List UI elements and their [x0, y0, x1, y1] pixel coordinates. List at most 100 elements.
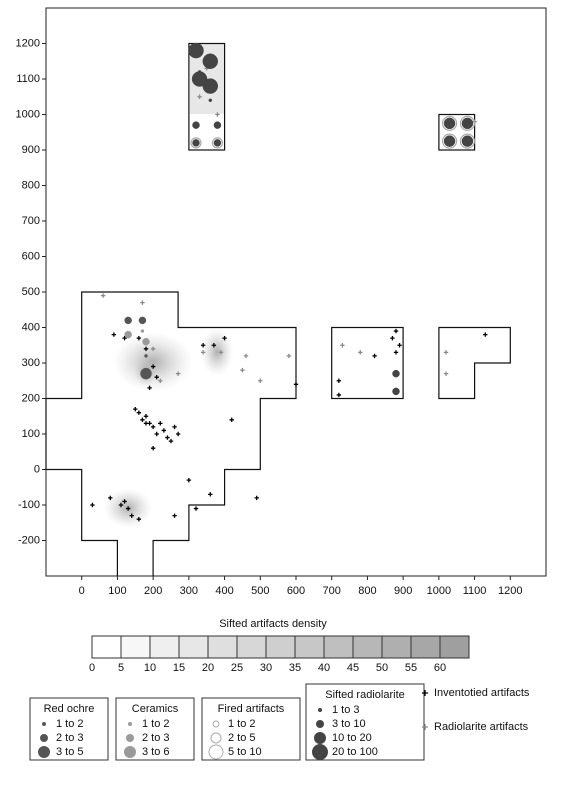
- artifact-cross: [218, 350, 224, 355]
- artifact-circle: [192, 121, 200, 129]
- density-box: [178, 635, 209, 659]
- artifact-cross: [358, 350, 363, 355]
- legend-label: 2 to 3: [142, 732, 170, 744]
- x-tick-label: 200: [144, 585, 162, 597]
- artifact-cross: [240, 367, 245, 373]
- artifact-cross: [340, 343, 345, 348]
- artifact-circle: [124, 316, 132, 325]
- legend-symbol: [422, 724, 428, 730]
- artifact-circle: [192, 139, 200, 147]
- y-tick-label: 200: [22, 392, 40, 404]
- y-tick-label: 900: [22, 144, 40, 156]
- x-tick-label: 0: [79, 585, 85, 597]
- legend-box: [115, 697, 195, 761]
- x-tick-label: 700: [323, 585, 341, 597]
- y-tick-label: 400: [22, 321, 40, 333]
- x-tick-label: 1000: [427, 585, 451, 597]
- artifact-circle: [142, 337, 150, 346]
- artifact-cross: [243, 353, 249, 359]
- artifact-circle: [202, 53, 219, 69]
- artifact-cross: [143, 421, 149, 426]
- density-box: [439, 635, 470, 659]
- artifact-cross: [293, 382, 299, 387]
- artifact-circle: [213, 139, 222, 147]
- artifact-cross: [125, 506, 131, 511]
- artifact-circle: [441, 133, 458, 149]
- density-tick-label: 0: [89, 662, 95, 674]
- artifact-cross: [200, 350, 206, 355]
- density-tick-label: 45: [347, 662, 359, 674]
- artifact-cross: [172, 424, 177, 430]
- artifact-cross: [150, 424, 156, 430]
- artifact-cross: [136, 517, 142, 522]
- artifact-cross: [175, 371, 181, 376]
- legend-label: 2 to 3: [56, 732, 84, 744]
- legend-title: Sifted radiolarite: [325, 689, 405, 701]
- density-box: [149, 635, 180, 659]
- artifact-cross: [172, 513, 177, 518]
- x-tick-label: 1200: [498, 585, 522, 597]
- artifact-cross: [215, 112, 220, 117]
- legend-title: Fired artifacts: [218, 703, 285, 715]
- x-tick-label: 900: [394, 585, 412, 597]
- legend-symbol: [208, 744, 224, 760]
- artifact-circle: [140, 367, 152, 380]
- artifact-cross: [147, 385, 152, 391]
- density-blobs: [104, 44, 233, 528]
- artifact-cross: [140, 417, 145, 422]
- artifact-cross: [175, 431, 181, 437]
- y-tick-label: 600: [22, 250, 40, 262]
- artifact-cross: [165, 435, 170, 440]
- legend-label: 2 to 5: [228, 732, 256, 744]
- artifact-circle: [138, 316, 147, 325]
- density-tick-label: 20: [202, 662, 214, 674]
- legend-box: [201, 697, 301, 761]
- density-box: [120, 635, 151, 659]
- artifact-cross: [222, 335, 227, 341]
- legend-symbol: [318, 708, 322, 712]
- artifact-circle: [392, 387, 400, 396]
- legend-label: 5 to 10: [228, 746, 262, 758]
- x-tick-label: 600: [287, 585, 305, 597]
- artifact-cross: [111, 332, 117, 337]
- artifact-cross: [136, 410, 142, 415]
- x-tick-label: 800: [358, 585, 376, 597]
- density-box: [236, 635, 267, 659]
- artifact-cross: [154, 375, 159, 380]
- density-box: [207, 635, 238, 659]
- x-tick-label: 300: [180, 585, 198, 597]
- artifact-cross: [197, 94, 202, 99]
- legend-symbol: [312, 744, 328, 760]
- legend-label: 1 to 2: [142, 718, 170, 730]
- artifact-cross: [158, 378, 163, 383]
- artifact-cross: [133, 406, 138, 412]
- legend-box: [305, 683, 425, 761]
- artifact-cross: [372, 353, 377, 359]
- artifact-cross: [258, 378, 263, 383]
- artifact-cross: [118, 502, 124, 508]
- legend-symbol: [38, 746, 50, 758]
- artifact-cross: [129, 513, 134, 518]
- legend-symbol: [40, 734, 48, 742]
- artifact-circle: [443, 135, 456, 147]
- artifact-cross: [122, 499, 127, 504]
- legend-symbol: [212, 720, 220, 728]
- density-tick-label: 35: [289, 662, 301, 674]
- artifact-cross: [143, 346, 149, 351]
- legend-label: Radiolarite artifacts: [434, 721, 529, 733]
- artifact-cross: [150, 446, 156, 451]
- legend-label: 3 to 10: [332, 718, 366, 730]
- density-box: [352, 635, 383, 659]
- artifact-cross: [336, 392, 342, 398]
- artifact-cross: [193, 506, 199, 511]
- artifact-circle: [459, 133, 476, 149]
- artifact-cross: [168, 438, 174, 444]
- artifact-circle: [124, 330, 132, 339]
- y-tick-label: -200: [18, 534, 40, 546]
- artifact-cross: [393, 328, 399, 334]
- artifact-cross: [90, 502, 95, 508]
- legend-label: 1 to 3: [332, 704, 360, 716]
- density-tick-label: 60: [434, 662, 446, 674]
- artifact-cross: [390, 335, 395, 341]
